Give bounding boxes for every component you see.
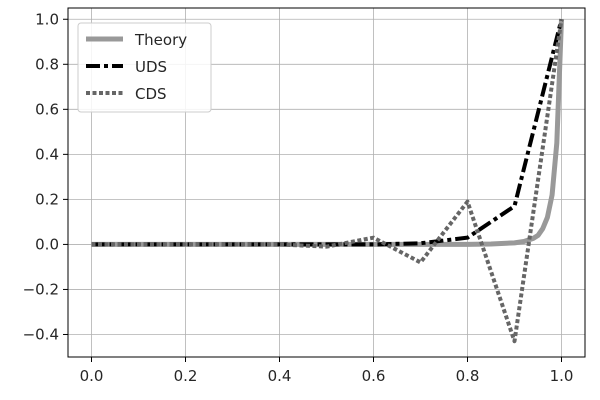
y-tick-label: 0.0 bbox=[35, 235, 59, 253]
series-lines bbox=[91, 18, 564, 344]
y-tick-label: −0.2 bbox=[23, 280, 59, 298]
x-tick-label: 0.6 bbox=[362, 367, 386, 385]
legend-label-cds: CDS bbox=[135, 85, 167, 103]
plot-frame bbox=[67, 7, 586, 358]
y-tick-label: 0.4 bbox=[35, 145, 59, 163]
axis-ticks: 0.0 0.2 0.4 0.6 0.8 1.0 −0.4 −0.2 0.0 0.2 0.4 0.6 0.… bbox=[23, 10, 574, 385]
series-line-theory bbox=[91, 19, 564, 247]
y-tick-label: −0.4 bbox=[23, 325, 59, 343]
series-line-cds bbox=[91, 18, 564, 344]
y-tick-label: 0.8 bbox=[35, 55, 59, 73]
x-tick-label: 0.4 bbox=[268, 367, 292, 385]
legend: Theory UDS CDS bbox=[77, 22, 212, 113]
x-tick-label: 1.0 bbox=[550, 367, 574, 385]
y-tick-label: 1.0 bbox=[35, 10, 59, 28]
legend-label-theory: Theory bbox=[134, 31, 187, 49]
y-tick-label: 0.2 bbox=[35, 190, 59, 208]
x-tick-label: 0.8 bbox=[456, 367, 480, 385]
x-tick-label: 0.0 bbox=[80, 367, 104, 385]
legend-label-uds: UDS bbox=[135, 58, 167, 76]
y-tick-label: 0.6 bbox=[35, 100, 59, 118]
legend-box bbox=[77, 22, 212, 113]
x-tick-label: 0.2 bbox=[174, 367, 198, 385]
